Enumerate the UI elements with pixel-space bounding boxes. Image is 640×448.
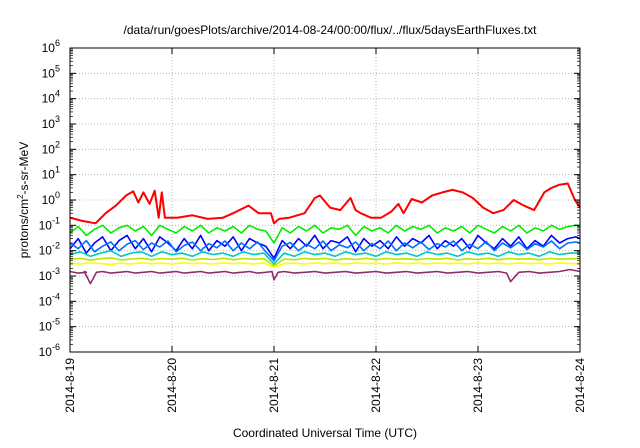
y-tick-label: 101: [42, 165, 60, 182]
series-line-7: [69, 262, 580, 269]
y-tick-exponent: 2: [55, 139, 60, 149]
y-tick-base: 10: [42, 168, 56, 182]
x-tick-label: 2014-8-19: [63, 358, 77, 413]
y-axis-label-pre: protons/cm: [17, 199, 31, 258]
y-axis-ticks: 10-610-510-410-310-210-11001011021031041…: [39, 38, 580, 359]
y-tick-exponent: -5: [52, 317, 60, 327]
series-line-6: [69, 257, 580, 267]
y-axis-label-post: -s-sr-MeV: [17, 142, 31, 195]
y-tick-exponent: 3: [55, 114, 60, 124]
y-tick-exponent: 6: [55, 38, 60, 48]
series-line-4: [69, 239, 581, 262]
y-tick-base: 10: [42, 117, 56, 131]
y-tick-base: 10: [42, 92, 56, 106]
x-tick-label: 2014-8-23: [471, 358, 485, 413]
x-tick-label: 2014-8-20: [165, 358, 179, 413]
y-tick-base: 10: [39, 269, 53, 283]
x-axis-ticks: 2014-8-19 2014-8-20 2014-8-21 2014-8-22 2014…: [63, 48, 587, 413]
y-tick-base: 10: [39, 294, 53, 308]
y-tick-label: 102: [42, 139, 60, 156]
chart-grid: [70, 48, 580, 352]
y-tick-label: 103: [42, 114, 60, 131]
y-tick-exponent: -6: [52, 342, 60, 352]
series-line-8: [69, 268, 581, 285]
y-tick-label: 10-5: [39, 317, 60, 334]
y-tick-label: 10-1: [39, 215, 60, 232]
x-tick-label: 2014-8-22: [369, 358, 383, 413]
chart-title: /data/run/goesPlots/archive/2014-08-24/0…: [124, 23, 538, 37]
series-line-5: [69, 249, 580, 265]
y-tick-base: 10: [39, 218, 53, 232]
y-tick-base: 10: [42, 66, 56, 80]
y-tick-label: 105: [42, 63, 60, 80]
y-axis-label: protons/cm2-s-sr-MeV: [16, 142, 31, 258]
series-line-1: [69, 182, 581, 225]
y-tick-label: 106: [42, 38, 60, 55]
y-tick-exponent: 1: [55, 165, 60, 175]
y-tick-label: 10-2: [39, 241, 60, 258]
y-tick-label: 10-3: [39, 266, 60, 283]
x-tick-label: 2014-8-21: [267, 358, 281, 413]
y-tick-exponent: -1: [52, 215, 60, 225]
series-line-2: [69, 224, 580, 244]
y-tick-exponent: 4: [55, 89, 60, 99]
y-tick-base: 10: [39, 345, 53, 359]
series-lines: [69, 182, 581, 285]
y-tick-base: 10: [39, 320, 53, 334]
y-tick-exponent: 5: [55, 63, 60, 73]
y-tick-exponent: -3: [52, 266, 60, 276]
x-tick-label: 2014-8-24: [573, 358, 587, 413]
y-tick-label: 104: [42, 89, 60, 106]
y-tick-label: 10-6: [39, 342, 60, 359]
y-axis-label-sup: 2: [16, 194, 25, 199]
y-tick-base: 10: [42, 193, 56, 207]
y-tick-exponent: -2: [52, 241, 60, 251]
y-tick-base: 10: [39, 244, 53, 258]
y-tick-label: 100: [42, 190, 60, 207]
x-axis-label: Coordinated Universal Time (UTC): [233, 426, 417, 440]
y-tick-exponent: 0: [55, 190, 60, 200]
y-tick-exponent: -4: [52, 291, 60, 301]
y-tick-base: 10: [42, 142, 56, 156]
y-tick-label: 10-4: [39, 291, 60, 308]
y-tick-base: 10: [42, 41, 56, 55]
